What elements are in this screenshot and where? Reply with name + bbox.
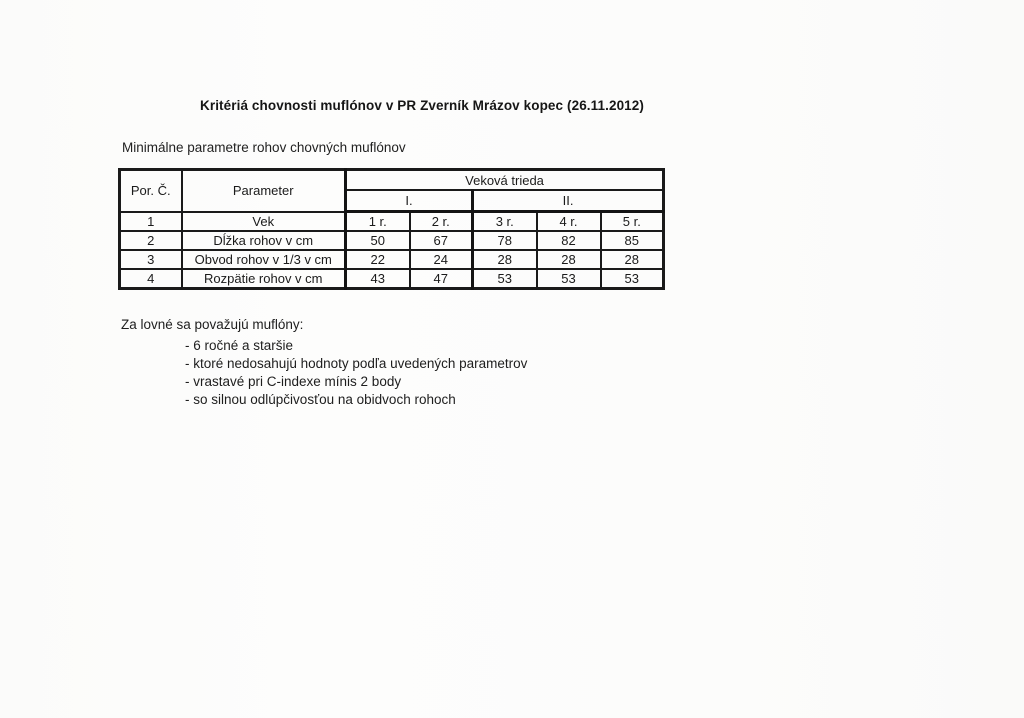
col-header-parameter: Parameter [180, 168, 347, 213]
doc-subtitle: Minimálne parametre rohov chovných mufló… [122, 140, 406, 155]
cell-value: 85 [599, 230, 665, 251]
cell-value: 28 [471, 249, 538, 270]
cell-row-number: 1 [118, 210, 183, 232]
note-item: - 6 ročné a staršie [185, 338, 294, 353]
table-row: 4 Rozpätie rohov v cm 43 47 53 53 53 [118, 268, 665, 290]
notes-list: - 6 ročné a staršie - ktoré nedosahujú h… [185, 337, 527, 409]
cell-value: 78 [471, 230, 538, 251]
table-row: 1 Vek 1 r. 2 r. 3 r. 4 r. 5 r. [118, 210, 665, 232]
cell-value: 28 [599, 249, 665, 270]
cell-value: 3 r. [471, 210, 538, 232]
cell-parameter: Dĺžka rohov v cm [180, 230, 347, 251]
note-item: - so silnou odlúpčivosťou na obidvoch ro… [185, 392, 456, 407]
cell-parameter: Vek [180, 210, 347, 232]
note-item: - ktoré nedosahujú hodnoty podľa uvedený… [185, 356, 528, 371]
cell-value: 67 [408, 230, 474, 251]
cell-value: 53 [535, 268, 602, 290]
col-header-por-c: Por. Č. [118, 168, 183, 213]
cell-value: 22 [344, 249, 411, 270]
cell-value: 1 r. [344, 210, 411, 232]
col-header-vekova-trieda: Veková trieda [343, 168, 665, 191]
table-header-row-1: Por. Č. Parameter Veková trieda [118, 168, 665, 213]
table-row: 2 Dĺžka rohov v cm 50 67 78 82 85 [118, 230, 665, 251]
table-row: 3 Obvod rohov v 1/3 v cm 22 24 28 28 28 [118, 249, 665, 270]
cell-row-number: 3 [118, 249, 183, 270]
cell-value: 53 [599, 268, 665, 290]
notes-intro: Za lovné sa považujú muflóny: [121, 317, 304, 332]
cell-value: 53 [471, 268, 538, 290]
doc-title: Kritériá chovnosti muflónov v PR Zverník… [200, 98, 644, 113]
cell-value: 43 [344, 268, 411, 290]
cell-value: 82 [535, 230, 602, 251]
cell-row-number: 2 [118, 230, 183, 251]
cell-value: 4 r. [535, 210, 602, 232]
cell-value: 2 r. [408, 210, 474, 232]
cell-row-number: 4 [118, 268, 183, 290]
cell-value: 24 [408, 249, 474, 270]
table-header-row-2: I. II. [120, 189, 665, 213]
col-header-group-ii: II. [470, 189, 665, 213]
cell-value: 50 [344, 230, 411, 251]
cell-parameter: Rozpätie rohov v cm [180, 268, 347, 290]
cell-value: 5 r. [599, 210, 665, 232]
note-item: - vrastavé pri C-indexe mínis 2 body [185, 374, 402, 389]
cell-parameter: Obvod rohov v 1/3 v cm [180, 249, 347, 270]
cell-value: 28 [535, 249, 602, 270]
col-header-group-i: I. [344, 189, 474, 213]
cell-value: 47 [408, 268, 474, 290]
criteria-table: Por. Č. Parameter Veková trieda I. II. 1… [118, 168, 666, 290]
